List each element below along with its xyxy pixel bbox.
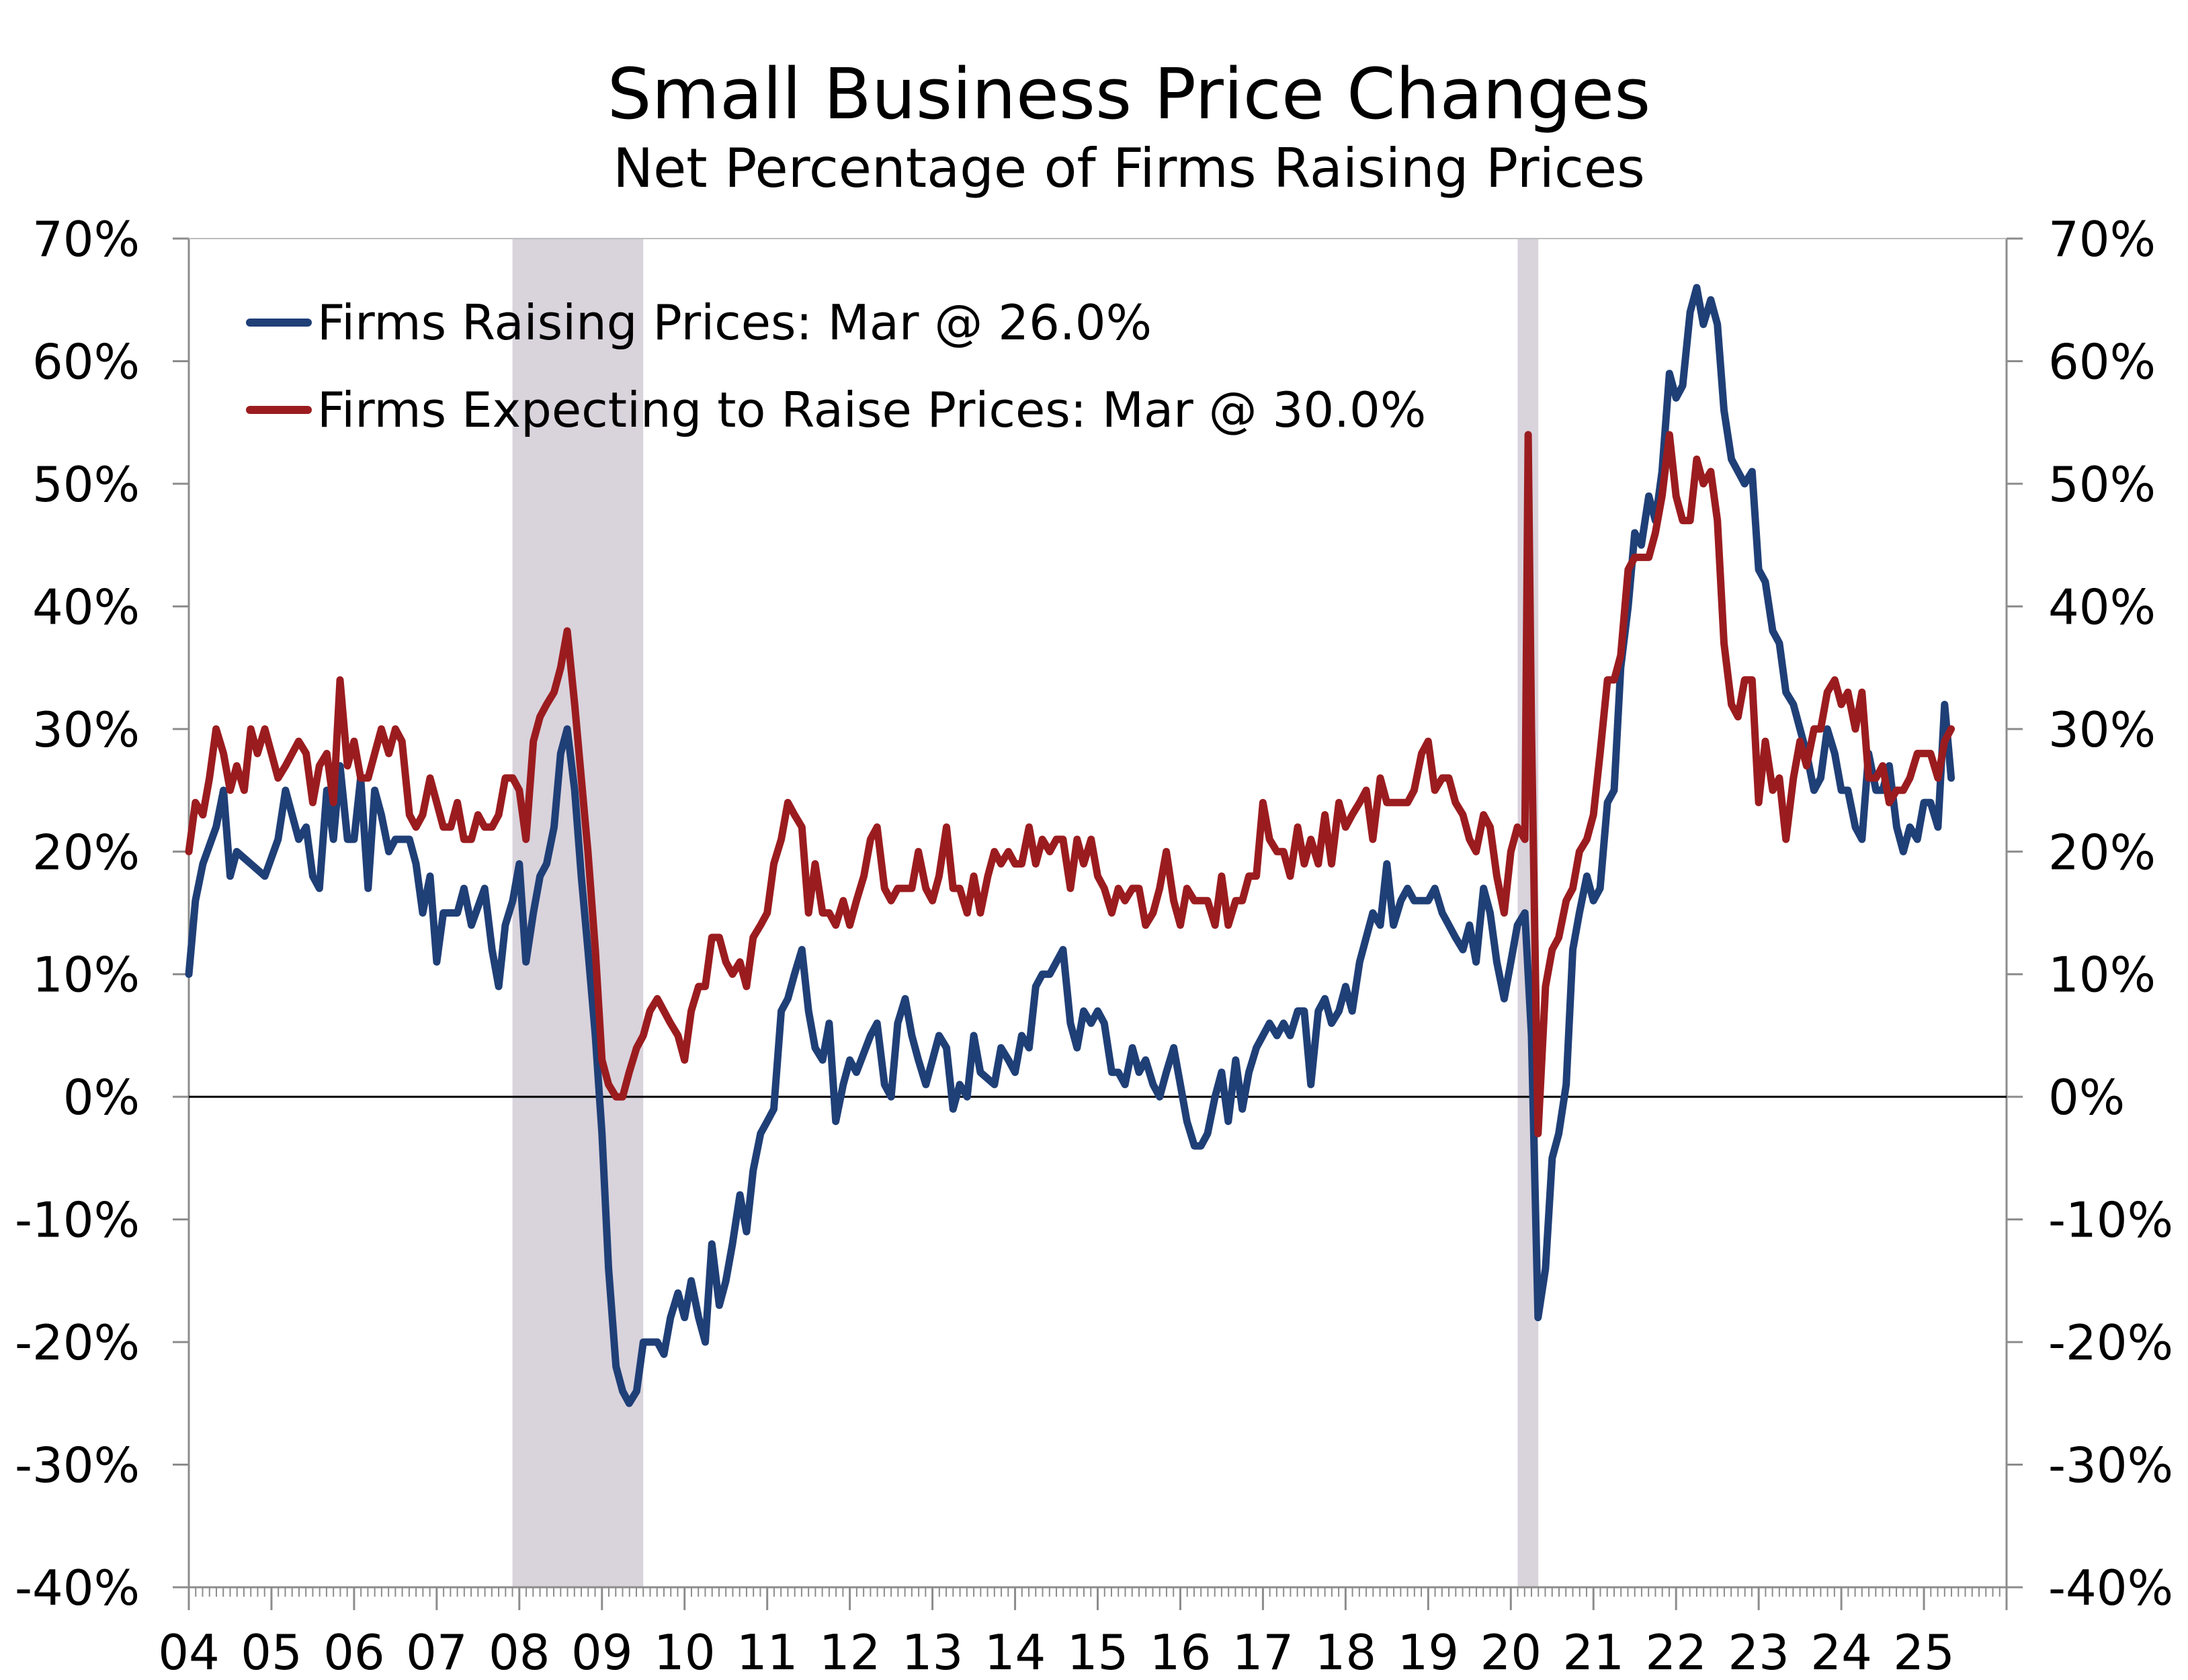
x-tick-label: 22	[1645, 1624, 1707, 1680]
x-tick-label: 07	[406, 1624, 468, 1680]
y-tick-label-right: -40%	[2048, 1560, 2173, 1616]
legend-label-2: Firms Expecting to Raise Prices: Mar @ 3…	[317, 382, 1426, 438]
y-tick-label-right: -10%	[2048, 1192, 2173, 1249]
x-tick-label: 23	[1728, 1624, 1790, 1680]
x-tick-label: 19	[1398, 1624, 1460, 1680]
y-tick-label-left: -40%	[15, 1560, 140, 1616]
y-tick-label-right: 40%	[2048, 579, 2156, 635]
x-tick-label: 16	[1150, 1624, 1212, 1680]
x-tick-label: 25	[1893, 1624, 1955, 1680]
y-tick-label-left: 40%	[32, 579, 140, 635]
x-tick-label: 09	[571, 1624, 633, 1680]
chart-title: Small Business Price Changes	[607, 53, 1651, 135]
x-tick-label: 12	[819, 1624, 881, 1680]
x-tick-label: 10	[654, 1624, 716, 1680]
y-tick-label-left: 20%	[32, 824, 140, 880]
chart-subtitle: Net Percentage of Firms Raising Prices	[613, 137, 1645, 200]
y-tick-label-left: -30%	[15, 1437, 140, 1494]
x-tick-label: 18	[1315, 1624, 1377, 1680]
x-tick-label: 20	[1480, 1624, 1542, 1680]
x-tick-label: 11	[737, 1624, 798, 1680]
y-tick-label-right: 20%	[2048, 824, 2156, 880]
y-tick-label-right: 50%	[2048, 456, 2156, 513]
axes: -40% -40% -30% -30% -20% -20% -10% -10% 0% 0% 10% 1…	[15, 211, 2173, 1680]
y-tick-label-left: 30%	[32, 702, 140, 758]
x-tick-label: 13	[902, 1624, 964, 1680]
y-tick-label-right: 10%	[2048, 947, 2156, 1003]
y-tick-label-left: 10%	[32, 947, 140, 1003]
y-tick-label-right: 30%	[2048, 702, 2156, 758]
y-tick-label-left: -20%	[15, 1314, 140, 1371]
y-tick-label-left: 60%	[32, 333, 140, 390]
x-tick-label: 17	[1232, 1624, 1294, 1680]
x-tick-label: 06	[323, 1624, 385, 1680]
x-tick-label: 24	[1810, 1624, 1872, 1680]
y-tick-label-right: 0%	[2048, 1069, 2125, 1126]
series-lines	[185, 284, 1955, 1407]
y-tick-label-right: -20%	[2048, 1314, 2173, 1371]
y-tick-label-right: 70%	[2048, 211, 2156, 267]
y-tick-label-right: -30%	[2048, 1437, 2173, 1494]
legend: Firms Raising Prices: Mar @ 26.0% Firms E…	[246, 294, 1426, 438]
y-tick-label-left: -10%	[15, 1192, 140, 1249]
x-tick-label: 15	[1067, 1624, 1129, 1680]
y-tick-label-left: 70%	[32, 211, 140, 267]
x-tick-label: 04	[158, 1624, 220, 1680]
legend-label-1: Firms Raising Prices: Mar @ 26.0%	[317, 294, 1152, 351]
x-tick-label: 05	[241, 1624, 302, 1680]
x-tick-label: 14	[984, 1624, 1046, 1680]
y-tick-label-left: 0%	[63, 1069, 140, 1126]
y-tick-label-left: 50%	[32, 456, 140, 513]
series-line-2	[185, 431, 1955, 1138]
series-line-1	[185, 284, 1955, 1407]
x-tick-label: 08	[489, 1624, 550, 1680]
x-tick-label: 21	[1562, 1624, 1624, 1680]
y-tick-label-right: 60%	[2048, 333, 2156, 390]
